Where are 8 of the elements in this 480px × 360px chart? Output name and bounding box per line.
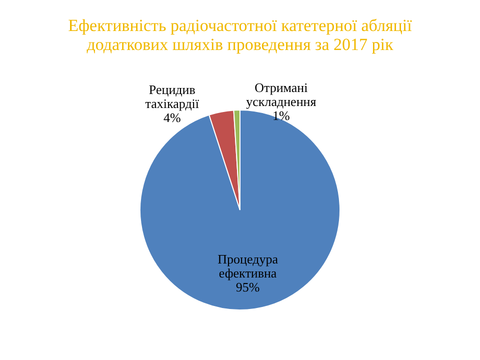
chart-title: Ефективність радіочастотної катетерної абляції додаткових шляхів проведення за 2017 рік: [68, 16, 412, 54]
slice-label: Процедура ефективна: [218, 251, 278, 280]
data-label: 4%: [163, 110, 181, 126]
slice-label: Рецидив тахікардії: [145, 82, 200, 112]
pie-slice: [140, 110, 340, 310]
data-label: 95%: [236, 279, 260, 294]
slice-label: Отримані ускладнення: [246, 80, 316, 110]
data-label: 1%: [272, 108, 290, 124]
